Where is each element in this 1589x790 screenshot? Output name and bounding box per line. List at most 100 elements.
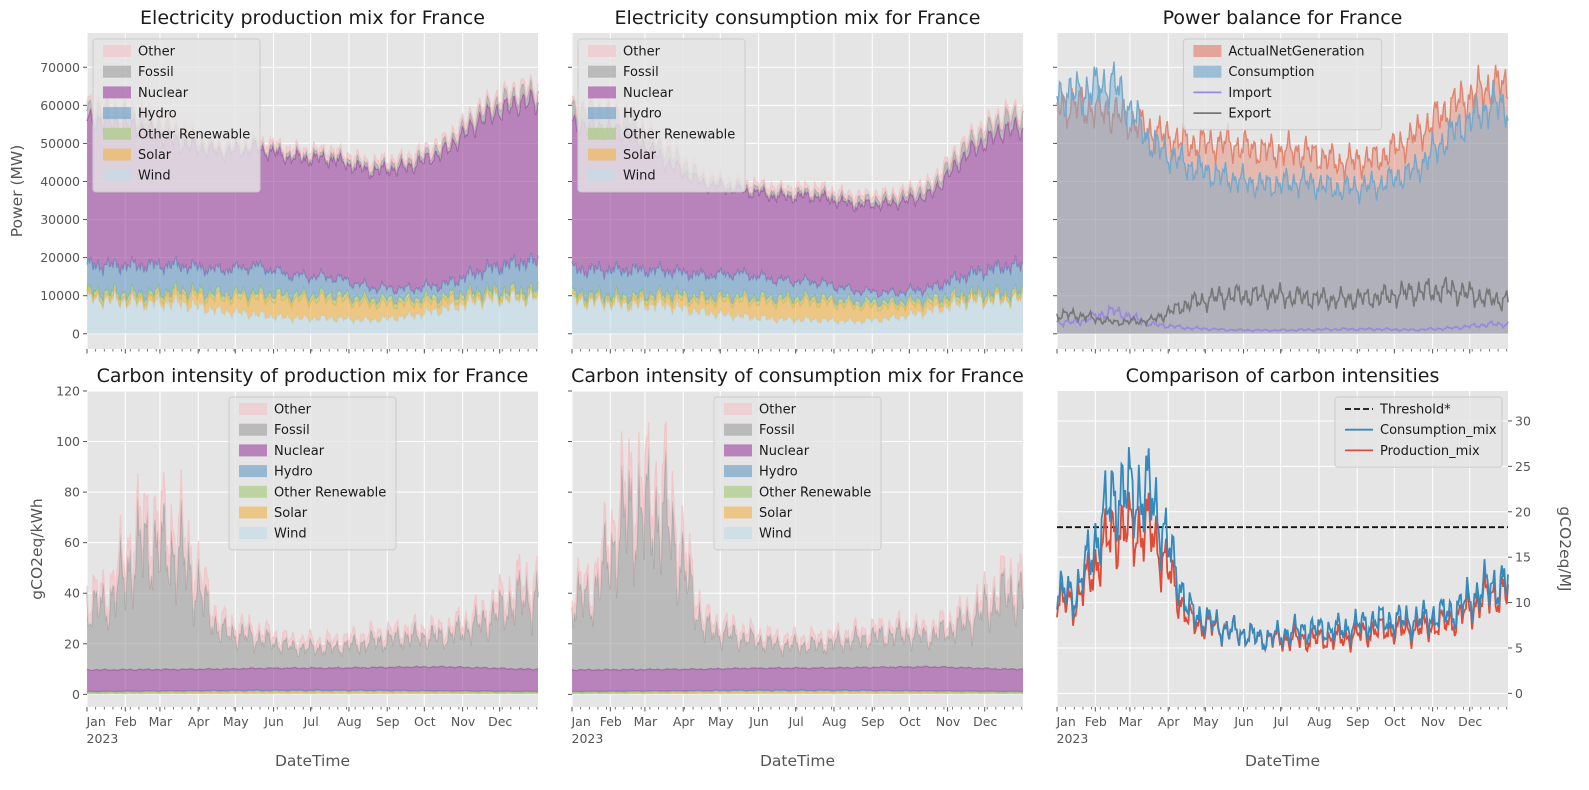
legend-label-other-renewable: Other Renewable (759, 485, 871, 500)
xtick-label: Feb (1085, 714, 1107, 729)
edge-other (86, 469, 539, 654)
legend-label-threshold: Threshold* (1379, 403, 1451, 418)
balance-areas (1056, 61, 1509, 334)
area-other-renewable (87, 281, 538, 310)
legend-label-solar: Solar (138, 148, 172, 163)
legend-label-hydro: Hydro (138, 107, 177, 122)
xtick-label: Sep (861, 714, 885, 729)
area-fossil (87, 79, 538, 180)
panel-title-2: Power balance for France (1163, 7, 1403, 29)
ytick-label: 20 (64, 636, 80, 651)
legend-box (92, 38, 261, 193)
legend-swatch-other-renewable (239, 485, 267, 498)
area-nuclear (87, 88, 538, 295)
xtick-label: Feb (115, 714, 137, 729)
edge-consumption (1056, 61, 1509, 205)
ytick-label: 100 (56, 434, 80, 449)
ytick-label: 60000 (40, 98, 80, 113)
legend-swatch-other-renewable (103, 127, 131, 140)
legend-label-other: Other (274, 403, 312, 418)
ytick-label: 0 (72, 326, 80, 341)
ytick-label: 0 (72, 687, 80, 702)
legend-swatch-wind (103, 169, 131, 182)
xtick-label: Aug (337, 714, 361, 729)
area-hydro (87, 689, 538, 693)
line-consumption-mix (1056, 447, 1509, 653)
area-other-renewable (87, 690, 538, 694)
legend-swatch-nuclear (103, 86, 131, 99)
area-solar (87, 285, 538, 325)
area-nuclear (87, 666, 538, 692)
legend-0: Other Fossil Nuclear Hydro Other Renewable So… (92, 38, 261, 193)
legend-1: Other Fossil Nuclear Hydro Other Renewable So… (577, 38, 746, 193)
panel-title-1: Electricity consumption mix for France (615, 7, 981, 29)
legend-label-import: Import (1228, 86, 1271, 101)
legend-swatch-solar (103, 148, 131, 161)
area-fossil (87, 498, 538, 671)
xtick-label: Dec (1458, 714, 1482, 729)
xtick-label: May (1193, 714, 1219, 729)
legend-swatch-nuclear (588, 86, 616, 99)
line-production-mix (1056, 491, 1509, 654)
legend-label-consumption-mix: Consumption_mix (1380, 423, 1497, 438)
xtick-label: Jan (86, 714, 106, 729)
legend-label-fossil: Fossil (138, 65, 174, 80)
ytick-label: 30 (1515, 413, 1531, 428)
xtick-label: Nov (451, 714, 476, 729)
xtick-label: Dec (973, 714, 997, 729)
legend-swatch-hydro (724, 465, 752, 478)
ytick-label: 60 (64, 535, 80, 550)
legend-label-nuclear: Nuclear (623, 86, 674, 101)
line-import (1056, 304, 1509, 333)
x-axis-label-4: DateTime (760, 752, 835, 770)
legend-swatch-solar (239, 506, 267, 519)
legend-box (1334, 396, 1503, 468)
area-nuclear (572, 666, 1023, 692)
panel-title-5: Comparison of carbon intensities (1126, 365, 1440, 387)
legend-swatch-other-renewable (588, 127, 616, 140)
legend-label-other-renewable: Other Renewable (623, 127, 735, 142)
legend-label-other: Other (138, 45, 176, 60)
legend-label-wind: Wind (274, 527, 307, 542)
legend-label-export: Export (1228, 107, 1271, 122)
xtick-label: Dec (488, 714, 512, 729)
ytick-label: 40000 (40, 174, 80, 189)
legend-swatch-solar (588, 148, 616, 161)
xtick-label: Jun (1233, 714, 1254, 729)
legend-label-fossil: Fossil (274, 423, 310, 438)
legend-label-other-renewable: Other Renewable (138, 127, 250, 142)
legend-4: Other Fossil Nuclear Hydro Other Renewable So… (713, 396, 882, 551)
xtick-year-label: 2023 (572, 731, 604, 746)
x-axis-label-3: DateTime (275, 752, 350, 770)
legend-swatch-solar (724, 506, 752, 519)
legend-swatch-fossil (103, 65, 131, 78)
xtick-label: May (223, 714, 249, 729)
xtick-label: Nov (1421, 714, 1446, 729)
area-fossil (572, 447, 1023, 671)
legend-label-nuclear: Nuclear (274, 444, 325, 459)
legend-label-production-mix: Production_mix (1380, 444, 1480, 459)
legend-swatch-other (588, 45, 616, 57)
xtick-label: Sep (376, 714, 400, 729)
legend-label-fossil: Fossil (759, 423, 795, 438)
ytick-label: 15 (1515, 550, 1531, 565)
xtick-label: Aug (822, 714, 846, 729)
legend-5: Threshold* Consumption_mix Production_mix (1334, 396, 1503, 468)
xtick-label: Sep (1346, 714, 1370, 729)
legend-swatch-other-renewable (724, 485, 752, 498)
area-other (87, 73, 538, 175)
legend-swatch-nuclear (239, 444, 267, 457)
area-stack-0 (86, 73, 539, 334)
area-wind (572, 290, 1023, 334)
legend-box (577, 38, 746, 193)
legend-label-solar: Solar (623, 148, 657, 163)
xtick-label: Oct (1384, 714, 1406, 729)
area-nuclear (572, 111, 1023, 298)
legend-label-nuclear: Nuclear (138, 86, 189, 101)
x-axis-label-5: DateTime (1245, 752, 1320, 770)
xtick-label: Apr (188, 714, 210, 729)
ytick-label: 120 (56, 384, 80, 399)
legend-box (1182, 38, 1383, 131)
legend-swatch-consumption (1193, 65, 1222, 78)
